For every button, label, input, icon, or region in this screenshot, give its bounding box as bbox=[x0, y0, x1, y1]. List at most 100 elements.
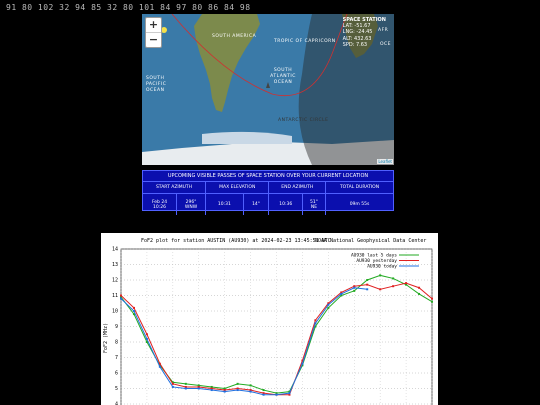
chart-subtitle: NOAA National Geophysical Data Center bbox=[315, 238, 426, 244]
data-point bbox=[158, 362, 161, 365]
pass-start-az: 296° bbox=[185, 199, 197, 205]
data-point bbox=[314, 319, 317, 322]
data-point bbox=[379, 288, 382, 291]
data-point bbox=[158, 364, 161, 367]
data-point bbox=[301, 362, 304, 365]
pass-end-az: 51° bbox=[310, 199, 318, 205]
data-point bbox=[366, 288, 369, 291]
y-tick-label: 13 bbox=[112, 262, 118, 268]
station-info: SPACE STATION LAT: -51.67 LNG: -24.45 AL… bbox=[343, 17, 386, 48]
data-point bbox=[288, 393, 291, 396]
data-point bbox=[145, 333, 148, 336]
pass-max-el: 14° bbox=[243, 193, 270, 215]
data-point bbox=[120, 297, 122, 300]
data-point bbox=[327, 303, 330, 306]
data-point bbox=[327, 306, 330, 309]
data-point bbox=[171, 381, 174, 384]
col-max-elevation: MAX ELEVATION bbox=[205, 182, 270, 194]
y-tick-label: 8 bbox=[115, 340, 118, 346]
data-point bbox=[210, 387, 213, 390]
fof2-chart-svg: FoF2 plot for station AUSTIN (AU930) at … bbox=[103, 238, 433, 405]
data-point bbox=[132, 313, 135, 316]
series-line-2 bbox=[120, 287, 368, 396]
data-point bbox=[171, 382, 174, 385]
y-tick-label: 9 bbox=[115, 324, 118, 330]
passes-panel: UPCOMING VISIBLE PASSES OF SPACE STATION… bbox=[142, 170, 394, 215]
label-tropic: TROPIC OF CAPRICORN bbox=[274, 39, 336, 44]
y-tick-label: 11 bbox=[112, 293, 118, 299]
legend-label: AU930 yesterday bbox=[356, 258, 397, 264]
data-point bbox=[262, 393, 265, 396]
data-point bbox=[366, 283, 369, 286]
zoom-out-button[interactable]: − bbox=[146, 32, 161, 47]
chart-title: FoF2 plot for station AUSTIN (AU930) at … bbox=[141, 238, 331, 244]
zoom-in-button[interactable]: + bbox=[148, 18, 159, 31]
zoom-control: + − bbox=[145, 17, 162, 48]
data-point bbox=[184, 382, 187, 385]
station-lat: LAT: -51.67 bbox=[342, 23, 371, 30]
header-codes: 91 80 102 32 94 85 32 80 101 84 97 80 86… bbox=[6, 3, 251, 12]
map-attribution[interactable]: Leaflet bbox=[377, 159, 393, 164]
data-point bbox=[197, 385, 200, 388]
data-point bbox=[210, 389, 213, 392]
col-start-azimuth: START AZIMUTH bbox=[143, 182, 207, 194]
legend-label: AU930 last 5 days bbox=[351, 253, 397, 259]
data-point bbox=[145, 341, 148, 343]
data-point bbox=[262, 392, 265, 395]
data-point bbox=[353, 285, 356, 288]
station-spd: SPD: 7.63 bbox=[342, 41, 368, 48]
data-point bbox=[366, 279, 369, 281]
iss-map[interactable]: + − SOUTH AMERICA SOUTH PACIFIC OCEAN SO… bbox=[142, 14, 394, 165]
data-point bbox=[223, 390, 226, 393]
y-tick-label: 4 bbox=[115, 402, 118, 405]
data-point bbox=[340, 291, 343, 294]
data-point bbox=[184, 385, 187, 388]
data-point bbox=[301, 364, 304, 367]
pass-start-time: 10:26 bbox=[153, 204, 166, 210]
pass-duration: 09m 55s bbox=[349, 202, 370, 207]
data-point bbox=[249, 390, 252, 393]
data-point bbox=[158, 365, 161, 368]
data-point bbox=[340, 292, 343, 295]
station-lng: LNG: -24.45 bbox=[342, 29, 373, 36]
data-point bbox=[392, 285, 395, 288]
sun-marker bbox=[161, 27, 167, 33]
data-point bbox=[236, 389, 239, 392]
label-antarctic: ANTARCTIC CIRCLE bbox=[278, 118, 329, 123]
pass-date: Feb 24 bbox=[151, 199, 168, 205]
col-total-duration: TOTAL DURATION bbox=[325, 182, 393, 194]
night-shadow bbox=[298, 14, 394, 165]
iss-icon bbox=[266, 82, 270, 88]
data-point bbox=[392, 277, 395, 280]
south-america-land bbox=[194, 14, 260, 112]
label-south-pacific: SOUTH PACIFIC OCEAN bbox=[146, 76, 167, 93]
data-point bbox=[431, 300, 433, 303]
data-point bbox=[418, 292, 421, 295]
station-alt: ALT: 432.63 bbox=[342, 35, 372, 42]
data-point bbox=[327, 302, 330, 305]
y-tick-label: 12 bbox=[112, 278, 118, 284]
data-point bbox=[120, 294, 122, 297]
pass-end-dir: NE bbox=[310, 204, 318, 210]
data-point bbox=[197, 387, 200, 390]
y-tick-label: 5 bbox=[115, 386, 118, 392]
y-tick-label: 14 bbox=[112, 247, 118, 253]
data-point bbox=[314, 322, 317, 325]
data-point bbox=[132, 310, 135, 312]
data-point bbox=[197, 384, 200, 387]
africa-land bbox=[342, 14, 378, 58]
data-point bbox=[353, 286, 356, 289]
antarctica-land bbox=[142, 140, 394, 165]
data-point bbox=[288, 390, 291, 393]
data-point bbox=[275, 392, 278, 395]
label-south-atlantic: SOUTH ATLANTIC OCEAN bbox=[270, 68, 296, 85]
station-title: SPACE STATION bbox=[342, 17, 386, 23]
data-point bbox=[288, 392, 291, 395]
label-ocean-right: OCE bbox=[380, 42, 392, 47]
legend-label: AU930 today bbox=[367, 264, 397, 270]
data-point bbox=[262, 389, 265, 392]
data-point bbox=[340, 294, 343, 297]
data-point bbox=[236, 387, 239, 390]
data-point bbox=[314, 325, 317, 328]
data-point bbox=[431, 297, 433, 300]
